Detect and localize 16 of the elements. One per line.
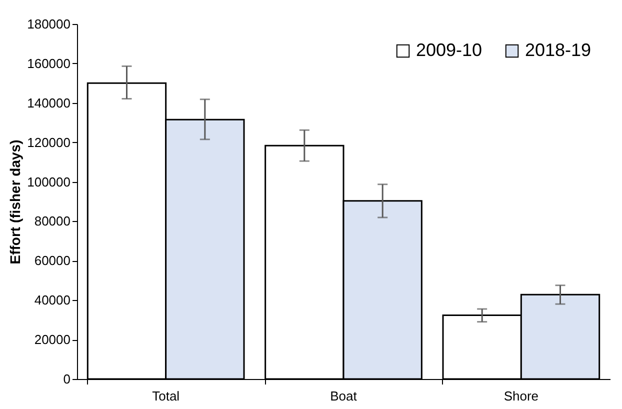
y-tick-label: 180000 (27, 16, 70, 32)
y-tick-label: 120000 (27, 134, 70, 150)
legend-label: 2009-10 (416, 40, 482, 60)
y-tick-label: 0 (63, 372, 70, 386)
x-tick-label: Total (152, 388, 180, 404)
y-axis-title: Effort (fisher days) (7, 140, 24, 264)
x-tick-label: Shore (504, 388, 539, 404)
y-tick-label: 140000 (27, 95, 70, 110)
y-tick-label: 40000 (34, 292, 70, 308)
y-tick-label: 20000 (34, 332, 70, 348)
y-tick-label: 160000 (27, 56, 70, 71)
x-tick-label: Boat (330, 388, 358, 404)
legend-label: 2018-19 (525, 40, 592, 60)
y-tick-label: 100000 (27, 174, 70, 190)
y-tick-label: 60000 (34, 253, 70, 268)
y-tick-label: 80000 (34, 214, 70, 229)
